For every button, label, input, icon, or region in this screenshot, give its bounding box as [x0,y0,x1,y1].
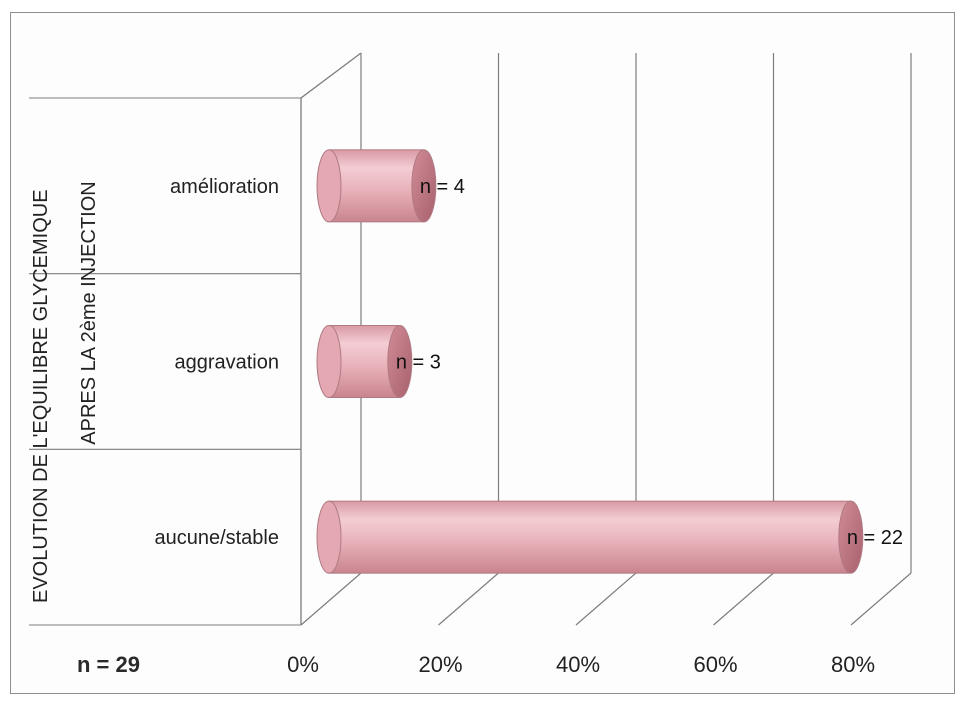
floor-gridline [575,572,637,626]
floor-gridline [438,572,499,626]
data-label: n = 22 [847,527,903,549]
bar [328,149,425,223]
bar-end-cap [411,149,437,223]
bar [328,500,852,574]
x-tick-label: 60% [693,652,737,677]
bar-start-cap [316,149,342,223]
x-tick-label: 80% [831,652,875,677]
data-label: n = 4 [420,176,465,198]
x-tick-label: 20% [418,652,462,677]
total-count-label: n = 29 [77,652,140,677]
bar-start-cap [316,325,342,398]
y-axis-title-line-2: APRES LA 2ème INJECTION [78,181,100,444]
floor-gridline [300,572,362,626]
y-axis-title-line-1: EVOLUTION DE L'EQUILIBRE GLYCEMIQUE [30,189,52,603]
floor-gridline [850,572,912,626]
bar-end-cap [838,500,864,574]
x-tick-label: 40% [556,652,600,677]
floor-gridline [713,572,774,626]
grid-layer [29,52,912,626]
category-label: aucune/stable [154,527,279,549]
data-label: n = 3 [396,352,441,374]
category-label: amélioration [170,176,279,198]
bars-layer [316,149,864,574]
x-tick-label: 0% [287,652,319,677]
bar-start-cap [316,500,342,574]
bar-end-cap [387,325,413,398]
bar-chart: 0% 20% 40% 60% 80% n = 4 amélioration n = 3 aggr… [29,52,912,677]
labels-layer: 0% 20% 40% 60% 80% n = 4 amélioration n = 3 aggr… [154,176,903,677]
category-label: aggravation [174,352,279,374]
chart-frame: 0% 20% 40% 60% 80% n = 4 amélioration n = 3 aggr… [10,12,955,694]
